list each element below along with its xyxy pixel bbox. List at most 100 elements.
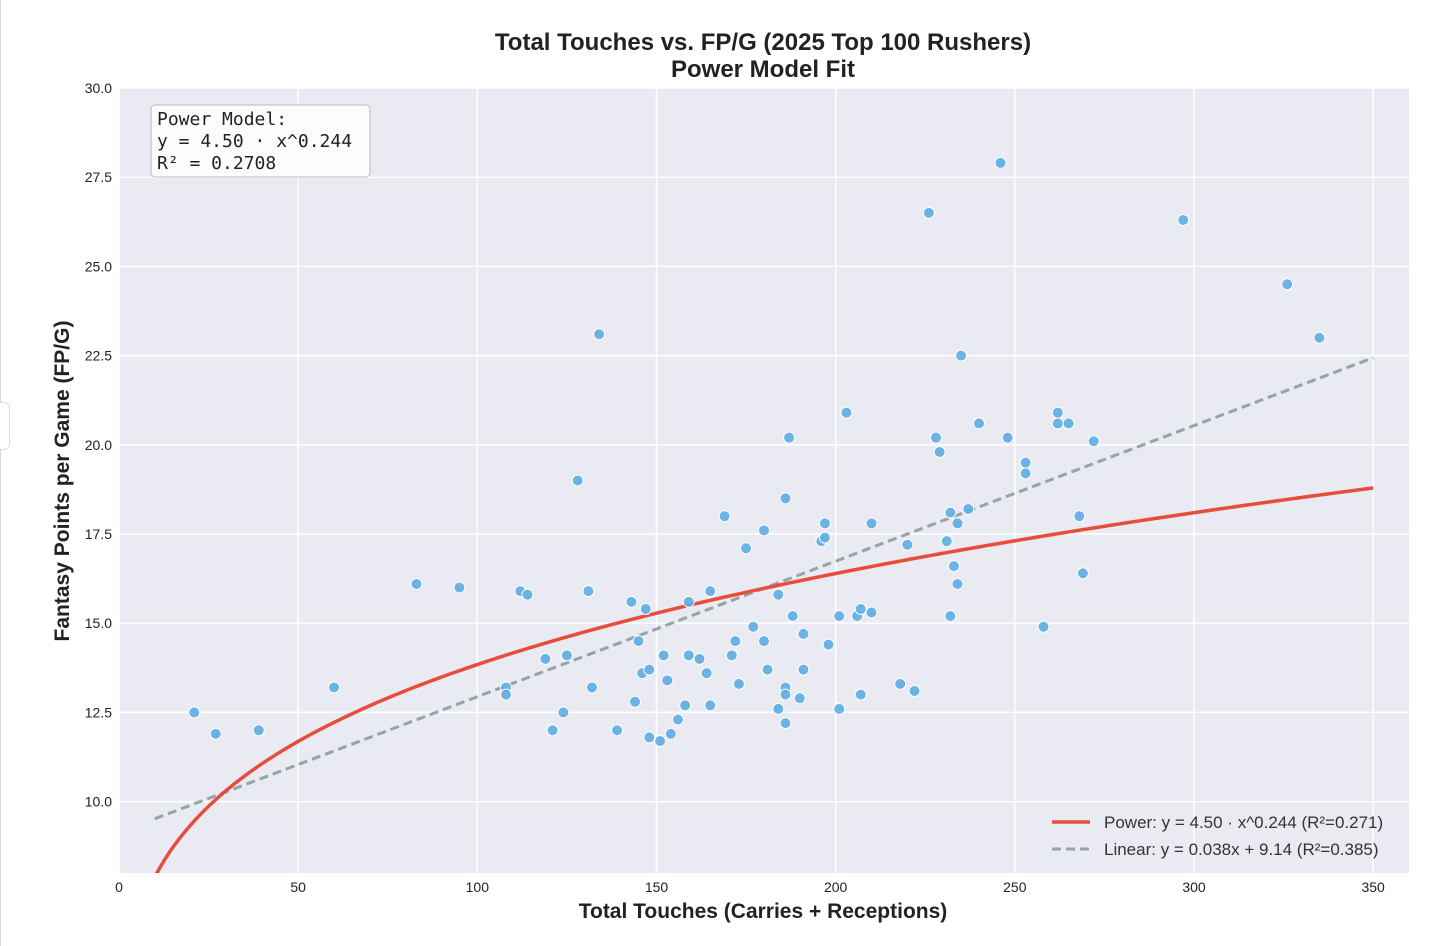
- data-point: [679, 699, 692, 712]
- axis-ticks: 0 50 100 150 200 250 300 350 10.0 12.5 15.0 17.5 20.…: [85, 80, 1385, 895]
- plot-area: [119, 88, 1409, 873]
- annotation-line-2: y = 4.50 · x^0.244: [157, 131, 352, 152]
- side-collapse-tab[interactable]: [0, 402, 10, 450]
- y-tick-label: 20.0: [85, 437, 112, 453]
- data-point: [854, 602, 867, 615]
- data-point: [582, 585, 595, 598]
- data-point: [704, 699, 717, 712]
- legend-label-power: Power: y = 4.50 · x^0.244 (R²=0.271): [1104, 813, 1383, 832]
- data-point: [560, 649, 573, 662]
- data-point: [453, 581, 466, 594]
- y-tick-label: 10.0: [85, 794, 112, 810]
- y-tick-label: 12.5: [85, 704, 112, 720]
- data-point: [901, 538, 914, 551]
- data-point: [962, 503, 975, 516]
- model-annotation-box: Power Model: y = 4.50 · x^0.244 R² = 0.2…: [150, 104, 371, 178]
- data-point: [611, 724, 624, 737]
- annotation-line-3: R² = 0.2708: [157, 153, 276, 174]
- x-tick-label: 200: [824, 879, 848, 895]
- data-point: [639, 602, 652, 615]
- data-point: [629, 695, 641, 708]
- data-point: [761, 663, 774, 676]
- data-point: [632, 635, 645, 648]
- data-point: [944, 610, 957, 623]
- data-point: [908, 685, 921, 698]
- x-tick-label: 100: [466, 879, 490, 895]
- data-points: [188, 156, 1326, 747]
- data-point: [865, 606, 878, 619]
- data-point: [797, 663, 810, 676]
- data-point: [672, 713, 684, 726]
- data-point: [1076, 567, 1089, 580]
- x-tick-label: 50: [290, 879, 306, 895]
- data-point: [994, 156, 1007, 169]
- data-point: [657, 649, 670, 662]
- data-point: [732, 677, 745, 690]
- data-point: [682, 595, 695, 608]
- data-point: [593, 328, 606, 341]
- data-point: [410, 577, 423, 590]
- data-point: [1051, 417, 1064, 430]
- data-point: [328, 681, 340, 694]
- data-point: [840, 406, 853, 419]
- data-point: [779, 717, 792, 730]
- data-point: [1062, 417, 1075, 430]
- data-point: [729, 635, 742, 648]
- data-point: [654, 734, 667, 747]
- data-point: [793, 692, 806, 705]
- fit-lines: [154, 356, 1374, 873]
- x-tick-label: 350: [1361, 879, 1385, 895]
- x-tick-label: 250: [1003, 879, 1027, 895]
- legend-label-linear: Linear: y = 0.038x + 9.14 (R²=0.385): [1104, 840, 1379, 859]
- data-point: [740, 542, 753, 555]
- legend: Power: y = 4.50 · x^0.244 (R²=0.271) Lin…: [1052, 813, 1383, 859]
- data-point: [1037, 620, 1050, 633]
- data-point: [1051, 406, 1064, 419]
- data-point: [797, 627, 810, 640]
- data-point: [1177, 214, 1190, 227]
- data-point: [1087, 435, 1100, 448]
- x-tick-label: 300: [1182, 879, 1206, 895]
- grid-lines: [118, 87, 1409, 873]
- data-point: [758, 524, 770, 537]
- data-point: [779, 492, 792, 505]
- y-tick-label: 15.0: [85, 615, 112, 631]
- chart-subtitle: Power Model Fit: [671, 56, 855, 83]
- data-point: [643, 731, 656, 744]
- data-point: [955, 349, 968, 362]
- data-point: [758, 635, 770, 648]
- power-fit-curve: [154, 486, 1374, 873]
- data-point: [973, 417, 985, 430]
- y-tick-label: 17.5: [85, 526, 112, 542]
- data-point: [661, 674, 674, 687]
- data-point: [951, 517, 964, 530]
- y-tick-label: 27.5: [85, 169, 112, 185]
- y-tick-label: 25.0: [85, 258, 112, 274]
- data-point: [252, 724, 265, 737]
- data-point: [557, 706, 570, 719]
- data-point: [786, 610, 799, 623]
- data-point: [643, 663, 656, 676]
- data-point: [682, 649, 695, 662]
- data-point: [772, 588, 785, 601]
- data-point: [783, 431, 796, 444]
- data-point: [854, 688, 867, 701]
- y-axis-label: Fantasy Points per Game (FP/G): [51, 321, 74, 642]
- data-point: [1019, 456, 1032, 469]
- data-point: [894, 677, 907, 690]
- data-point: [704, 585, 717, 598]
- data-point: [951, 577, 964, 590]
- data-point: [1073, 510, 1086, 523]
- annotation-line-1: Power Model:: [157, 109, 287, 130]
- data-point: [947, 560, 960, 573]
- data-point: [500, 688, 512, 701]
- data-point: [539, 652, 552, 665]
- data-point: [1019, 467, 1032, 480]
- data-point: [1281, 278, 1294, 291]
- data-point: [818, 531, 831, 544]
- x-tick-label: 0: [115, 879, 123, 895]
- data-point: [779, 688, 792, 701]
- data-point: [209, 727, 222, 740]
- data-point: [1001, 431, 1014, 444]
